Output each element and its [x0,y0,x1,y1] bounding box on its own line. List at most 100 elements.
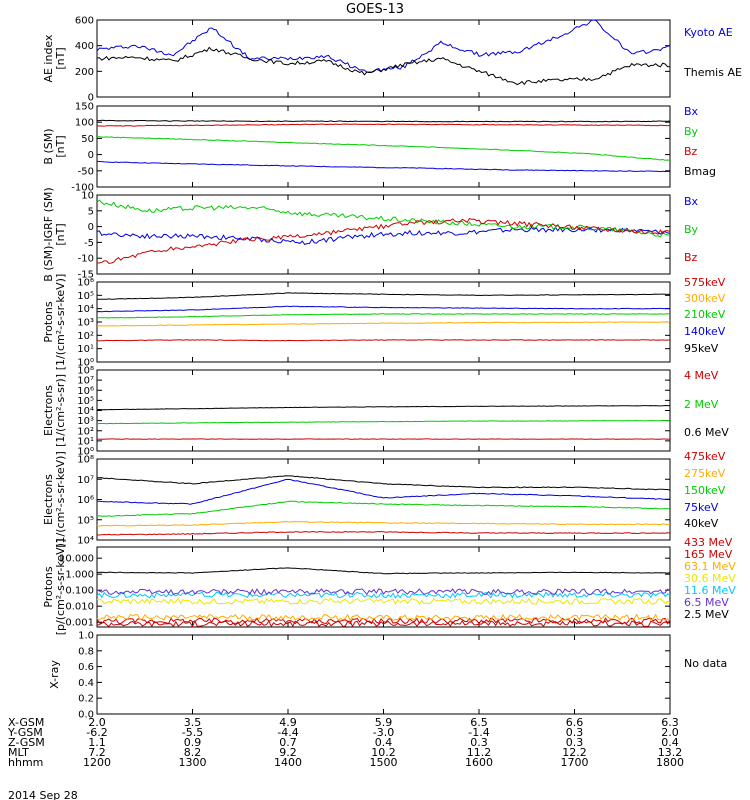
ephemeris-table: X-GSM 2.0 3.5 4.9 5.9 6.5 6.6 6.3 Y-GSM -6.2 -5.5 -… [7,716,684,769]
legend-label: By [684,223,699,236]
legend-label: 165 MeV [684,548,733,561]
ephemeris-value: 7.2 [88,746,106,759]
series-line-by [96,136,671,161]
date-label: 2014 Sep 28 [8,789,78,800]
y-tick-label: 100 [75,118,94,129]
series-line-30-6-mev [96,597,671,606]
y-axis-label: AE index [42,34,55,83]
y-tick-label: 0.100 [65,586,94,597]
y-tick-label: 10.000 [59,554,94,565]
panel-8: 0.0 0.2 0.4 0.6 0.8 1.0 X-ray No data [48,631,727,721]
ephemeris-value: 1400 [274,756,302,769]
y-tick-label: 0.001 [65,618,94,629]
legend-label: 140keV [684,325,726,338]
ephemeris-value: -1.4 [468,726,489,739]
y-tick-label: 10 [81,191,94,202]
legend-label: 75keV [684,501,719,514]
series-line-433-mev [97,619,671,628]
series-line-210kev [96,313,671,319]
legend-label: 433 MeV [684,536,733,549]
y-tick-label: 10⁵ [77,396,94,407]
series-line-bz [96,218,671,264]
series-line-95kev [96,292,671,300]
panel-7: 0.001 0.010 0.100 1.000 10.000 Protons [p/(cm²… [42,536,736,635]
series-line-0-6-mev [96,404,671,411]
ephemeris-row-label: MLT [8,746,29,759]
panel-frame [96,634,671,715]
ephemeris-value: 4.9 [279,716,297,729]
y-tick-label: 10² [77,426,94,437]
legend-label: Bz [684,251,698,264]
y-tick-label: 0.8 [78,646,94,657]
legend-label: 95keV [684,342,719,355]
y-axis-label: Electrons [42,385,55,436]
y-axis-label: Protons [42,566,55,607]
legend-label: 2.5 MeV [684,608,729,621]
legend-label: Bx [684,105,699,118]
series-line-bx [96,160,671,173]
ephemeris-value: -4.4 [277,726,298,739]
ephemeris-value: 6.6 [566,716,584,729]
y-tick-label: 10⁴ [77,406,94,417]
panel-2: -100 -50 0 50 100 150 B (SM) [nT] Bx By Bz Bmag [42,102,716,194]
y-tick-label: 10⁶ [77,278,94,289]
ephemeris-value: 0.4 [661,736,679,749]
legend-label: 575keV [684,276,726,289]
ephemeris-value: 3.5 [184,716,202,729]
y-axis-label: [1/(cm²-s-sr-keV)] [54,274,67,371]
ephemeris-value: 6.3 [661,716,679,729]
legend-label: Themis AE [683,66,742,79]
y-axis-label: B (SM)-IGRF (SM) [42,187,55,281]
series-line-kyoto-ae [96,19,671,73]
ephemeris-value: 2.0 [88,716,106,729]
ephemeris-value: 0.3 [566,726,584,739]
y-tick-label: 10² [77,331,94,342]
ephemeris-value: -5.5 [182,726,203,739]
ephemeris-value: 12.2 [562,746,587,759]
panel-4: 10⁰ 10¹ 10² 10³ 10⁴ 10⁵ 10⁶ Protons [1/(cm²-s-sr… [42,274,726,371]
ephemeris-value: 1600 [465,756,493,769]
ephemeris-value: 1800 [656,756,684,769]
y-axis-label: X-ray [48,660,61,689]
panel-frame [96,105,671,188]
y-tick-label: 10⁵ [77,515,94,526]
y-tick-label: 10⁶ [77,495,94,506]
series-line-575kev [96,339,671,342]
ephemeris-value: 1200 [83,756,111,769]
ephemeris-value: -6.2 [86,726,107,739]
y-tick-label: 10¹ [77,436,94,447]
ephemeris-value: 0.4 [375,736,393,749]
legend-label: 2 MeV [684,398,719,411]
legend-label: Bmag [684,165,716,178]
y-tick-label: 10⁰ [77,447,94,458]
legend-label: Bx [684,195,699,208]
y-tick-label: 0.6 [78,662,94,673]
y-tick-label: 0.4 [78,678,94,689]
y-axis-label: [nT] [54,47,67,69]
y-tick-label: 400 [75,41,94,52]
ephemeris-value: -3.0 [373,726,394,739]
legend-label: 475keV [684,450,726,463]
y-tick-label: 10⁴ [77,536,94,547]
y-tick-label: -5 [84,238,94,249]
ephemeris-value: 13.2 [658,746,683,759]
y-tick-label: 600 [75,16,94,27]
legend-label: 6.5 MeV [684,596,729,609]
y-tick-label: 0.0 [78,710,94,721]
legend-label: 40keV [684,517,719,530]
series-line-63-1-mev [96,613,671,621]
y-tick-label: 1.000 [65,570,94,581]
ephemeris-row-label: Y-GSM [7,726,43,739]
y-axis-label: [1/(cm²-s-sr)] [54,374,67,447]
plot-title: GOES-13 [346,2,404,17]
y-tick-label: 10³ [77,318,94,329]
series-line-165-mev [96,617,671,625]
legend-label: 0.6 MeV [684,426,729,439]
y-tick-label: 1.0 [78,631,94,642]
y-tick-label: 5 [88,206,94,217]
series-line-bx [96,226,671,245]
y-axis-label: [nT] [54,135,67,157]
ephemeris-value: 10.2 [371,746,396,759]
series-line-6-5-mev [96,588,671,596]
